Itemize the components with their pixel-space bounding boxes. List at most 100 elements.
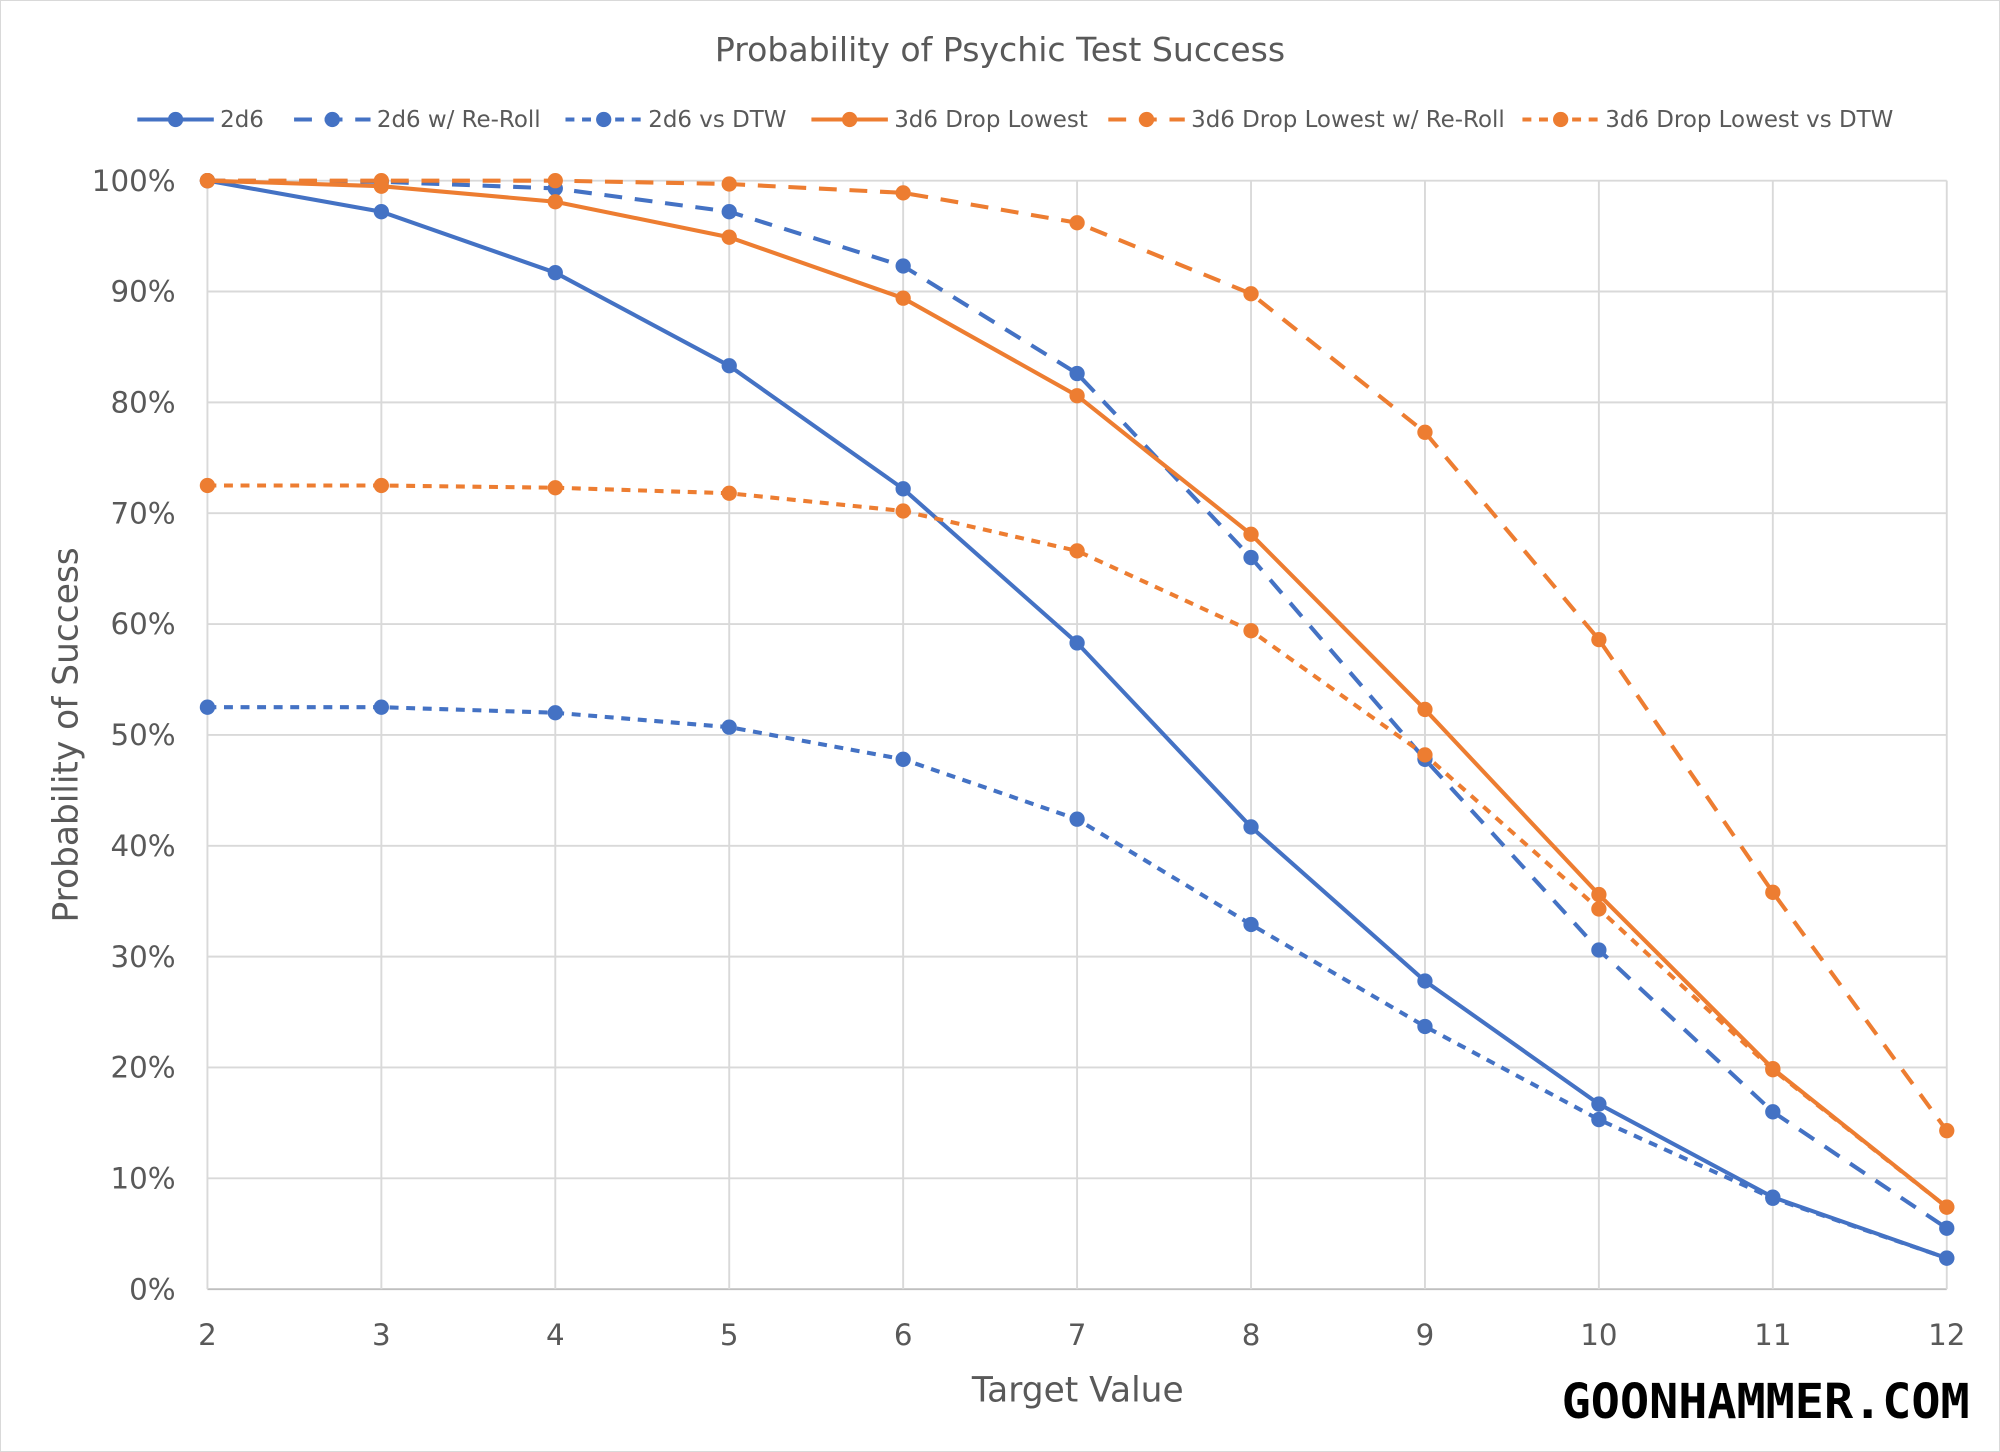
legend-marker: [167, 111, 184, 128]
legend-marker: [1138, 111, 1155, 128]
data-point: [1243, 623, 1259, 639]
legend-label: 3d6 Drop Lowest: [894, 107, 1088, 133]
watermark: GOONHAMMER.COM: [1562, 1374, 1970, 1430]
y-tick-label: 20%: [110, 1051, 175, 1085]
x-tick-label: 6: [894, 1318, 913, 1352]
data-point: [895, 503, 911, 519]
data-point: [895, 258, 911, 274]
series-group: [199, 173, 1955, 1266]
data-point: [721, 719, 737, 735]
legend-marker: [1553, 111, 1569, 128]
data-point: [373, 173, 390, 189]
legend-label: 3d6 Drop Lowest vs DTW: [1605, 107, 1893, 133]
data-point: [1243, 916, 1259, 933]
data-point: [1765, 1104, 1781, 1120]
x-tick-label: 5: [720, 1318, 739, 1352]
data-point: [895, 751, 911, 767]
data-point: [1069, 635, 1085, 651]
y-tick-label: 10%: [110, 1162, 175, 1196]
data-point: [199, 699, 216, 715]
data-point: [1069, 365, 1085, 382]
legend-item: 3d6 Drop Lowest vs DTW: [1522, 107, 1893, 133]
data-point: [1417, 701, 1433, 718]
series-4: [199, 173, 1955, 1139]
data-point: [1243, 549, 1259, 566]
x-tick-label: 2: [198, 1318, 217, 1352]
legend-item: 2d6: [137, 107, 264, 133]
data-point: [1591, 886, 1607, 903]
data-point: [721, 204, 737, 220]
data-point: [895, 481, 911, 497]
data-point: [1417, 424, 1433, 440]
legend-label: 2d6 w/ Re-Roll: [377, 107, 541, 133]
series-5: [199, 477, 1955, 1215]
x-tick-label: 10: [1580, 1318, 1617, 1352]
data-point: [1765, 1190, 1781, 1206]
data-point: [1765, 884, 1781, 900]
tick-labels: 0% 10% 20% 30% 40% 50% 60% 70% 80% 90% 100% 2 3 4 5 6 7 8…: [92, 164, 1966, 1352]
data-point: [373, 477, 390, 494]
series-line: [207, 178, 1948, 1230]
data-point: [1591, 1096, 1607, 1112]
data-point: [1939, 1250, 1955, 1266]
data-point: [895, 185, 911, 201]
chart-title: Probability of Psychic Test Success: [715, 30, 1285, 69]
data-point: [721, 485, 737, 501]
x-axis-title: Target Value: [971, 1370, 1184, 1410]
x-tick-label: 12: [1928, 1318, 1965, 1352]
data-point: [1591, 901, 1607, 917]
series-2: [199, 699, 1955, 1266]
y-tick-label: 0%: [129, 1272, 175, 1306]
data-point: [1939, 1199, 1955, 1215]
data-point: [721, 229, 737, 245]
data-point: [1417, 747, 1433, 763]
legend: 2d6 2d6 w/ Re-Roll 2d6 vs DTW 3d6 Drop Lowe…: [137, 107, 1893, 133]
x-tick-label: 7: [1068, 1318, 1087, 1352]
x-tick-label: 11: [1754, 1318, 1791, 1352]
data-point: [1591, 942, 1607, 958]
data-point: [1069, 215, 1085, 231]
data-point: [547, 705, 563, 721]
data-point: [1765, 1062, 1781, 1078]
x-tick-label: 4: [546, 1318, 565, 1352]
data-point: [721, 176, 737, 192]
data-point: [547, 194, 563, 210]
data-point: [1069, 543, 1085, 559]
data-point: [547, 173, 563, 189]
y-tick-label: 90%: [110, 275, 175, 309]
y-tick-label: 70%: [110, 496, 175, 530]
data-point: [1591, 631, 1607, 648]
data-point: [1069, 811, 1085, 827]
x-tick-label: 9: [1416, 1318, 1435, 1352]
legend-item: 3d6 Drop Lowest: [811, 107, 1088, 133]
legend-marker: [841, 111, 858, 128]
data-point: [1243, 526, 1259, 542]
x-tick-label: 8: [1242, 1318, 1261, 1352]
data-point: [895, 290, 911, 306]
data-point: [373, 699, 390, 715]
data-point: [1939, 1123, 1955, 1139]
data-point: [199, 477, 216, 494]
gridlines: [206, 179, 1948, 1291]
data-point: [1243, 286, 1259, 302]
y-tick-label: 60%: [110, 607, 175, 641]
data-point: [547, 265, 563, 281]
legend-label: 2d6 vs DTW: [648, 107, 786, 133]
y-tick-label: 80%: [110, 386, 175, 420]
y-tick-label: 100%: [92, 164, 176, 198]
data-point: [1591, 1111, 1607, 1128]
data-point: [547, 480, 563, 496]
data-point: [199, 173, 216, 189]
y-tick-label: 30%: [110, 940, 175, 974]
data-point: [1417, 973, 1433, 989]
data-point: [1939, 1220, 1955, 1236]
legend-label: 2d6: [220, 107, 264, 133]
legend-item: 2d6 vs DTW: [565, 107, 786, 133]
data-point: [721, 358, 737, 374]
legend-item: 3d6 Drop Lowest w/ Re-Roll: [1108, 107, 1505, 133]
legend-item: 2d6 w/ Re-Roll: [294, 107, 541, 133]
y-tick-label: 40%: [110, 829, 175, 863]
legend-marker: [596, 111, 612, 128]
y-axis-title: Probability of Success: [46, 547, 86, 922]
